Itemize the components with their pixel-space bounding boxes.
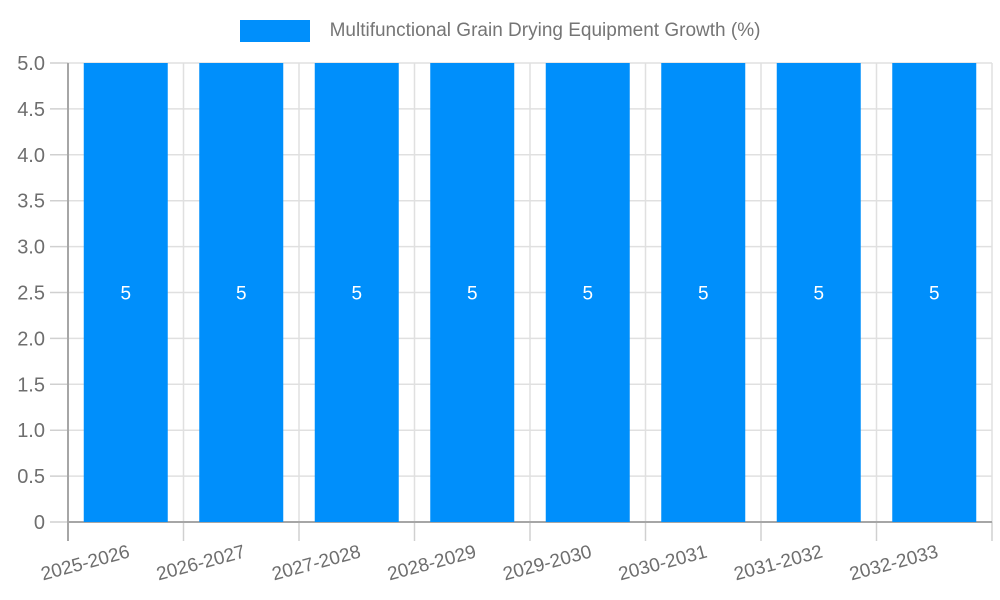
y-axis-label: 1.0 xyxy=(17,420,45,442)
y-axis-label: 1.5 xyxy=(17,374,45,396)
legend-swatch-icon xyxy=(239,20,310,42)
bar-value-label: 5 xyxy=(351,284,362,305)
x-axis-label: 2027-2028 xyxy=(270,542,363,586)
x-axis-label: 2031-2032 xyxy=(732,542,825,586)
x-axis-label: 2028-2029 xyxy=(385,542,478,586)
y-axis-label: 4.5 xyxy=(17,99,45,121)
bar-value-label: 5 xyxy=(236,284,247,305)
bar[interactable] xyxy=(776,63,861,522)
y-axis-label: 0.5 xyxy=(17,466,45,488)
y-axis-label: 2.0 xyxy=(17,328,45,350)
x-axis-label: 2026-2027 xyxy=(154,542,247,586)
bar[interactable] xyxy=(430,63,515,522)
x-axis-label: 2030-2031 xyxy=(616,542,709,586)
x-axis-label: 2032-2033 xyxy=(847,542,940,586)
bar[interactable] xyxy=(314,63,399,522)
y-axis-label: 0 xyxy=(34,512,45,534)
bar-value-label: 5 xyxy=(582,284,593,305)
y-axis-label: 5.0 xyxy=(17,53,45,75)
y-axis-label: 4.0 xyxy=(17,145,45,167)
bar-value-label: 5 xyxy=(698,284,709,305)
bar[interactable] xyxy=(83,63,168,522)
bar-value-label: 5 xyxy=(467,284,478,305)
x-axis-label: 2025-2026 xyxy=(39,542,132,586)
y-axis-label: 2.5 xyxy=(17,283,45,305)
bar[interactable] xyxy=(892,63,977,522)
bar-value-label: 5 xyxy=(813,284,824,305)
bar[interactable] xyxy=(199,63,284,522)
bar-value-label: 5 xyxy=(120,284,131,305)
x-axis-label: 2029-2030 xyxy=(501,542,594,586)
legend-label: Multifunctional Grain Drying Equipment G… xyxy=(329,20,761,41)
y-axis-label: 3.0 xyxy=(17,237,45,259)
legend[interactable]: Multifunctional Grain Drying Equipment G… xyxy=(0,18,1000,44)
bar[interactable] xyxy=(545,63,630,522)
y-axis-label: 3.5 xyxy=(17,191,45,213)
bar-value-label: 5 xyxy=(929,284,940,305)
bar[interactable] xyxy=(661,63,746,522)
